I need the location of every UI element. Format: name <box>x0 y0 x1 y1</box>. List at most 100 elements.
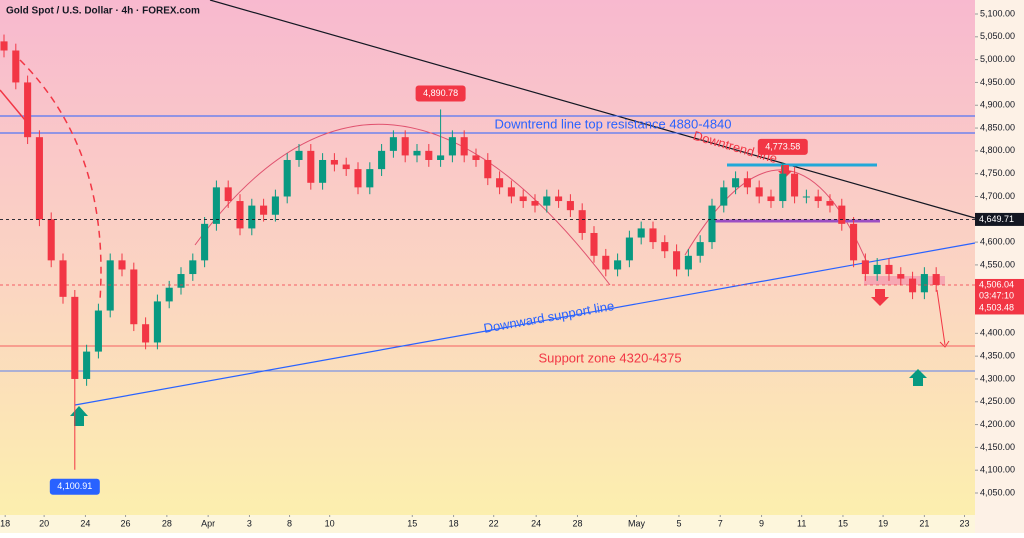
y-tick-label: 4,250.00 <box>980 396 1015 406</box>
callout-box <box>415 85 466 102</box>
candle-body <box>177 274 185 288</box>
y-tick-label: 5,100.00 <box>980 8 1015 18</box>
x-tick-label: 28 <box>572 518 582 528</box>
candle-body <box>767 196 775 202</box>
price-label-box <box>975 278 1024 303</box>
callout-box <box>757 138 808 155</box>
candle-body <box>283 159 291 197</box>
y-tick-label: 4,900.00 <box>980 100 1015 110</box>
y-tick-label: 4,350.00 <box>980 351 1015 361</box>
candle-body <box>602 255 610 270</box>
x-tick-label: 20 <box>39 518 49 528</box>
candle-body <box>425 150 433 160</box>
y-tick-label: 4,300.00 <box>980 373 1015 383</box>
candle-body <box>354 169 362 188</box>
time-axis <box>0 515 975 533</box>
price-label-box <box>975 301 1024 315</box>
x-tick-label: 15 <box>838 518 848 528</box>
candle-body <box>24 82 32 138</box>
candle-body <box>873 264 881 275</box>
candle-body <box>850 223 858 261</box>
x-tick-label: 18 <box>0 518 10 528</box>
chart-title: Gold Spot / U.S. Dollar · 4h · FOREX.com <box>6 6 200 17</box>
candle-body <box>94 310 102 352</box>
candle-body <box>932 274 940 285</box>
candle-body <box>389 137 397 151</box>
candle-body <box>743 178 751 188</box>
annotation: Support zone 4320-4375 <box>538 350 681 365</box>
candle-body <box>212 187 220 224</box>
candle-body <box>755 187 763 197</box>
x-tick-label: 21 <box>919 518 929 528</box>
x-tick-label: 11 <box>797 518 806 528</box>
candle-body <box>0 41 8 51</box>
countdown: 03:47:10 <box>979 290 1014 300</box>
candle-body <box>83 351 91 379</box>
candle-body <box>637 228 645 238</box>
zone <box>864 276 945 285</box>
candle-body <box>224 187 232 202</box>
arc <box>19 59 102 301</box>
candle-body <box>920 274 928 293</box>
down-arrow <box>778 165 792 178</box>
candle-body <box>625 237 633 261</box>
candle-body <box>319 159 327 183</box>
x-tick-label: 26 <box>121 518 131 528</box>
y-tick-label: 4,200.00 <box>980 419 1015 429</box>
x-tick-label: 10 <box>325 518 335 528</box>
y-tick-label: 4,050.00 <box>980 487 1015 497</box>
callout-label: 4,773.58 <box>765 141 800 151</box>
price-label: 4,503.48 <box>979 302 1014 312</box>
candle-body <box>460 137 468 156</box>
candle-body <box>614 260 622 270</box>
x-tick-label: 8 <box>287 518 292 528</box>
candle-body <box>578 210 586 233</box>
candle-body <box>814 196 822 202</box>
candle-body <box>271 196 279 215</box>
candle-body <box>779 173 787 202</box>
candle-body <box>106 260 114 311</box>
candle-body <box>732 178 740 188</box>
candle-body <box>295 150 303 160</box>
candle-body <box>165 287 173 302</box>
support-line <box>74 242 976 406</box>
x-tick-label: 15 <box>407 518 417 528</box>
candle-body <box>330 159 338 165</box>
callout-label: 4,890.78 <box>423 88 458 98</box>
arrow-line <box>0 89 26 121</box>
arc <box>194 123 611 286</box>
candle-body <box>59 260 67 297</box>
x-tick-label: Apr <box>201 518 215 528</box>
price-label: 4,506.04 <box>979 279 1014 289</box>
candle-body <box>260 205 268 215</box>
candle-body <box>649 228 657 243</box>
candle-body <box>590 232 598 256</box>
candle-body <box>802 196 810 198</box>
annotation: Downtrend line top resistance 4880-4840 <box>494 116 731 131</box>
up-arrow <box>909 369 927 386</box>
price-label: 4,649.71 <box>979 214 1014 224</box>
price-label-box <box>975 212 1024 226</box>
drawings <box>0 0 976 426</box>
y-tick-label: 5,050.00 <box>980 31 1015 41</box>
callout-label: 4,100.91 <box>57 481 92 491</box>
x-tick-label: 23 <box>959 518 969 528</box>
candle-body <box>366 169 374 188</box>
candle-body <box>909 278 917 293</box>
y-tick-label: 4,550.00 <box>980 259 1015 269</box>
candle-body <box>519 196 527 202</box>
candle-body <box>118 260 126 270</box>
candle-body <box>342 164 350 170</box>
candle-body <box>885 264 893 275</box>
plot-background <box>0 0 975 515</box>
down-arrow <box>871 289 889 306</box>
candle-body <box>555 196 563 202</box>
candle-body <box>47 219 55 261</box>
price-axis <box>975 0 1024 533</box>
y-tick-label: 4,100.00 <box>980 465 1015 475</box>
candle-body <box>673 251 681 270</box>
candle-body <box>838 205 846 224</box>
candle-body <box>153 301 161 343</box>
y-tick-label: 4,400.00 <box>980 328 1015 338</box>
